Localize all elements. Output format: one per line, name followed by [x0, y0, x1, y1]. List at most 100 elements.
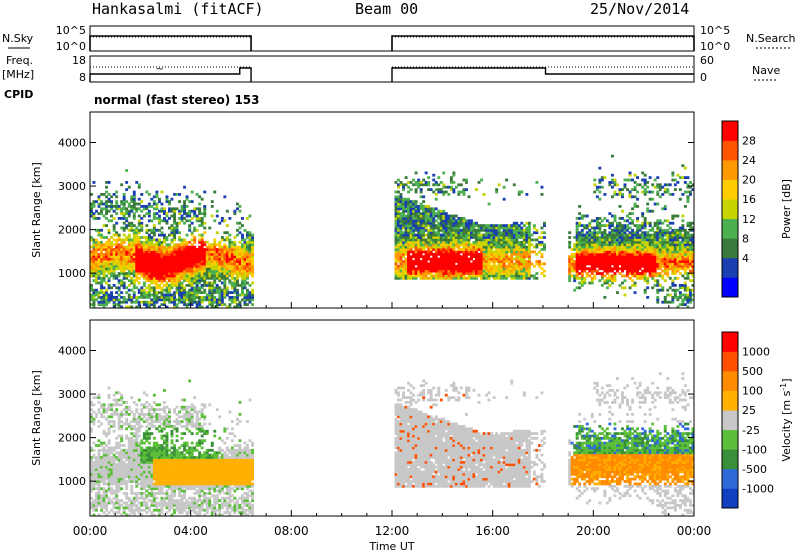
power-cell-468 — [127, 269, 131, 273]
power-cell-407 — [122, 255, 126, 259]
power-cell-1375 — [195, 272, 199, 275]
power-cell-899 — [158, 197, 161, 201]
power-cell-1834 — [238, 274, 242, 278]
velocity-cell-7 — [90, 482, 93, 486]
power-cell-3542 — [543, 269, 546, 273]
power-cell-2059 — [397, 178, 400, 182]
power-cell-2944 — [467, 195, 471, 199]
power-cell-1573 — [213, 286, 217, 290]
power-cell-4292 — [641, 178, 645, 182]
power-cell-381 — [120, 243, 124, 247]
power-cell-3736 — [590, 272, 594, 275]
power-cell-2203 — [409, 276, 413, 280]
power-cell-2074 — [399, 243, 403, 247]
power-cell-1384 — [195, 250, 199, 254]
power-cell-4827 — [689, 269, 692, 273]
power-cell-1228 — [183, 205, 187, 208]
power-cell-3862 — [603, 274, 607, 278]
power-cell-802 — [152, 281, 156, 285]
power-cell-754 — [147, 228, 151, 232]
power-cell-724 — [145, 190, 149, 194]
power-cell-1683 — [223, 272, 227, 275]
power-cell-3710 — [585, 224, 589, 227]
power-cell-3463 — [525, 238, 529, 242]
power-cell-2343 — [419, 269, 423, 273]
power-cell-4686 — [676, 238, 680, 242]
power-cell-1013 — [168, 260, 171, 263]
power-cell-2583 — [437, 231, 441, 235]
power-cell-2184 — [407, 233, 411, 237]
power-cell-4338 — [646, 260, 650, 263]
power-cell-1679 — [223, 281, 227, 285]
power-cell-3620 — [578, 276, 582, 280]
power-cell-543 — [132, 252, 136, 256]
power-cell-1203 — [183, 288, 187, 292]
velocity-cell-45 — [92, 465, 96, 469]
power-cell-442 — [125, 252, 129, 256]
power-cell-2223 — [409, 226, 413, 230]
power-cell-2937 — [467, 233, 471, 237]
power-cell-1467 — [203, 276, 207, 280]
power-cell-4663 — [673, 228, 677, 232]
power-cell-4583 — [668, 293, 672, 297]
power-cell-2890 — [462, 190, 466, 194]
power-cell-1961 — [251, 298, 255, 302]
power-cell-53 — [92, 217, 96, 220]
power-cell-4516 — [661, 240, 665, 244]
power-cell-2626 — [439, 181, 443, 184]
power-cell-2149 — [404, 233, 408, 237]
power-cell-4194 — [633, 257, 637, 261]
power-cell-1578 — [213, 272, 217, 275]
power-cell-4413 — [653, 269, 657, 273]
power-cell-222 — [107, 276, 111, 280]
power-cell-2045 — [397, 219, 400, 223]
power-cell-2246 — [412, 252, 416, 256]
power-cell-1967 — [251, 274, 255, 278]
power-cell-3728 — [588, 233, 592, 237]
power-cell-2809 — [457, 276, 461, 280]
power-cell-1748 — [228, 217, 232, 220]
power-cell-2037 — [397, 238, 400, 242]
power-cell-2101 — [402, 267, 406, 271]
power-cell-2527 — [432, 212, 436, 215]
power-cell-926 — [160, 231, 164, 235]
power-cell-507 — [130, 257, 134, 261]
power-cell-633 — [140, 300, 144, 304]
power-cell-3443 — [522, 238, 526, 242]
power-cell-1469 — [203, 272, 207, 275]
power-cell-2683 — [444, 224, 448, 227]
power-cell-1538 — [210, 305, 214, 309]
power-cell-1235 — [185, 296, 189, 299]
power-cell-3349 — [512, 233, 516, 237]
power-cell-4581 — [666, 183, 670, 187]
power-cell-4488 — [658, 238, 662, 242]
power-cell-2031 — [397, 252, 400, 256]
power-cell-1023 — [168, 217, 171, 220]
power-cell-3799 — [595, 224, 599, 227]
power-cell-4684 — [676, 243, 680, 247]
power-cell-121 — [100, 291, 104, 294]
power-cell-2402 — [422, 209, 426, 213]
power-cell-2053 — [397, 200, 400, 203]
power-cell-2564 — [434, 181, 438, 184]
power-cell-3341 — [512, 252, 516, 256]
power-cell-4217 — [636, 269, 640, 273]
power-cell-4390 — [651, 262, 655, 266]
power-cell-2358 — [419, 231, 423, 235]
power-cell-3977 — [613, 248, 617, 251]
velocity-cell-2 — [90, 501, 93, 505]
power-cell-1242 — [185, 272, 189, 275]
power-cell-1548 — [210, 281, 214, 285]
power-cell-3722 — [588, 248, 592, 251]
power-cell-4394 — [651, 252, 655, 256]
power-cell-1423 — [198, 209, 202, 213]
power-cell-1983 — [251, 236, 255, 239]
power-cell-752 — [147, 236, 151, 239]
power-cell-3884 — [603, 176, 607, 179]
power-cell-2819 — [457, 252, 461, 256]
power-cell-3333 — [512, 276, 516, 280]
power-cell-4054 — [621, 255, 624, 259]
power-cell-2956 — [470, 248, 473, 251]
power-cell-4409 — [653, 284, 657, 287]
power-cell-3806 — [598, 279, 602, 283]
